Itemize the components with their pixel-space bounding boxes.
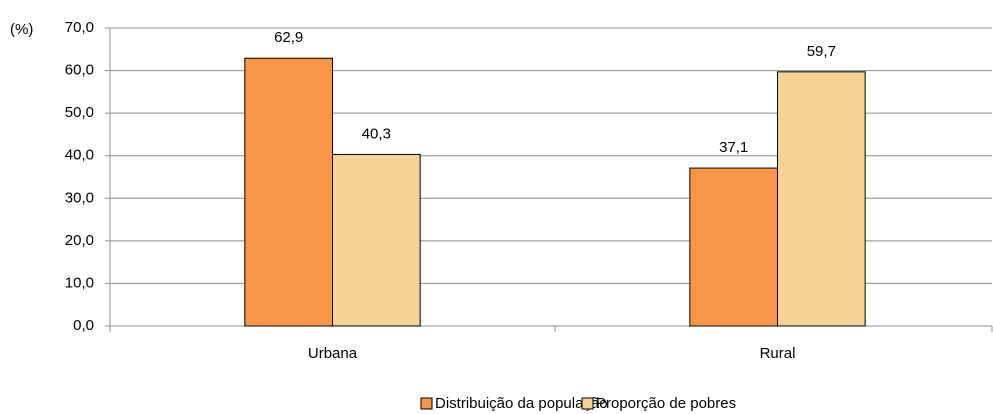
legend-swatch [420,397,433,410]
data-label: 62,9 [274,29,303,46]
bar [244,57,334,327]
bar [777,71,866,327]
y-tick-label: 20,0 [65,232,94,249]
data-label: 40,3 [362,125,391,142]
y-tick-label: 0,0 [73,317,94,334]
y-tick-label: 40,0 [65,147,94,164]
y-axis-label: (%) [10,21,33,38]
legend-label: Distribuição da população [435,395,608,412]
y-tick-label: 50,0 [65,104,94,121]
x-tick-label: Urbana [308,345,358,362]
y-tick-label: 60,0 [65,62,94,79]
y-tick-label: 70,0 [65,19,94,36]
bar [332,153,421,327]
legend-swatch [581,397,594,410]
legend-label: Proporção de pobres [596,395,736,412]
data-label: 37,1 [719,139,748,156]
y-tick-label: 10,0 [65,274,94,291]
bar [689,167,779,327]
y-tick-label: 30,0 [65,189,94,206]
x-tick-label: Rural [760,345,796,362]
data-label: 59,7 [807,43,836,60]
